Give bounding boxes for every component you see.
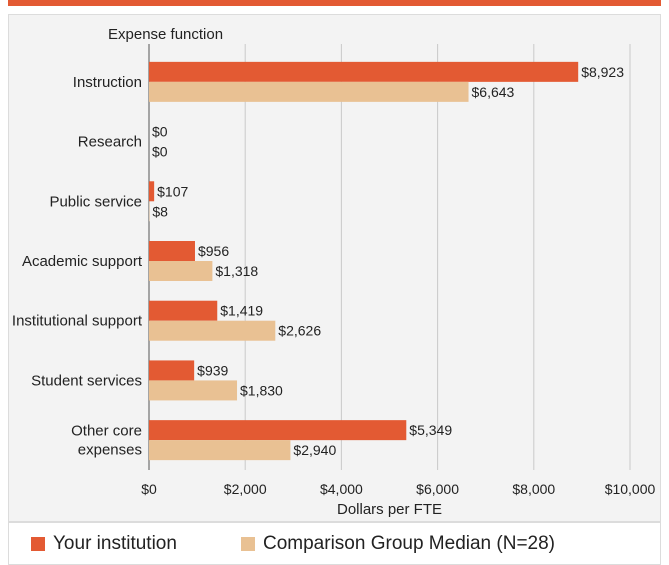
bar-value-label: $0: [152, 124, 168, 140]
bar-value-label: $956: [198, 243, 229, 259]
bar-comparison: [149, 320, 276, 341]
bar-your-institution: [149, 300, 218, 321]
legend-item-your-institution: Your institution: [31, 533, 177, 555]
x-tick-label: $0: [141, 481, 157, 497]
bar-comparison: [149, 261, 213, 281]
bar-your-institution: [149, 181, 155, 202]
legend-swatch-comparison: [241, 537, 255, 551]
bar-value-label: $5,349: [409, 422, 452, 438]
bar-your-institution: [149, 420, 407, 441]
category-label: expenses: [78, 442, 142, 459]
category-label: Institutional support: [12, 313, 143, 330]
bar-value-label: $0: [152, 144, 168, 160]
legend-swatch-your-institution: [31, 537, 45, 551]
bar-value-label: $1,830: [240, 382, 283, 398]
legend-label-your-institution: Your institution: [53, 533, 177, 554]
top-accent-rule: [8, 0, 661, 6]
x-tick-label: $2,000: [224, 481, 267, 497]
bar-value-label: $6,643: [472, 84, 515, 100]
bar-value-label: $8,923: [581, 64, 624, 80]
chart-legend: Your institution Comparison Group Median…: [8, 522, 661, 565]
bar-value-label: $2,940: [293, 442, 336, 458]
bar-value-label: $1,419: [220, 303, 263, 319]
category-label: Public service: [49, 193, 142, 210]
bar-value-label: $2,626: [278, 323, 321, 339]
category-label: Research: [78, 134, 142, 151]
legend-item-comparison: Comparison Group Median (N=28): [241, 533, 555, 555]
bar-value-label: $107: [157, 183, 188, 199]
bar-value-label: $8: [152, 203, 168, 219]
category-label: Other core: [71, 423, 142, 440]
bar-comparison: [149, 81, 469, 102]
x-tick-label: $4,000: [320, 481, 363, 497]
x-tick-label: $10,000: [605, 481, 656, 497]
bar-chart: Expense function Instruction $8,923 $6,643 R…: [12, 26, 656, 518]
category-axis-title: Expense function: [108, 26, 223, 43]
bar-your-institution: [149, 360, 195, 381]
bar-your-institution: [149, 241, 195, 261]
bar-value-label: $1,318: [215, 263, 258, 279]
bar-value-label: $939: [197, 362, 228, 378]
bar-your-institution: [149, 61, 579, 82]
category-label: Academic support: [22, 253, 143, 270]
category-label: Student services: [31, 372, 142, 389]
category-label: Instruction: [73, 74, 142, 91]
bar-comparison: [149, 440, 291, 461]
bar-comparison: [149, 380, 238, 401]
x-tick-label: $8,000: [512, 481, 555, 497]
x-tick-label: $6,000: [416, 481, 459, 497]
legend-label-comparison: Comparison Group Median (N=28): [263, 533, 555, 554]
x-axis-title: Dollars per FTE: [337, 501, 442, 518]
